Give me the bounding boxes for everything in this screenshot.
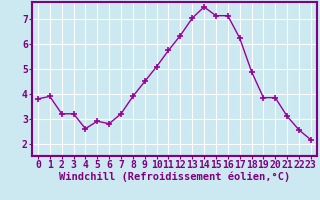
- X-axis label: Windchill (Refroidissement éolien,°C): Windchill (Refroidissement éolien,°C): [59, 172, 290, 182]
